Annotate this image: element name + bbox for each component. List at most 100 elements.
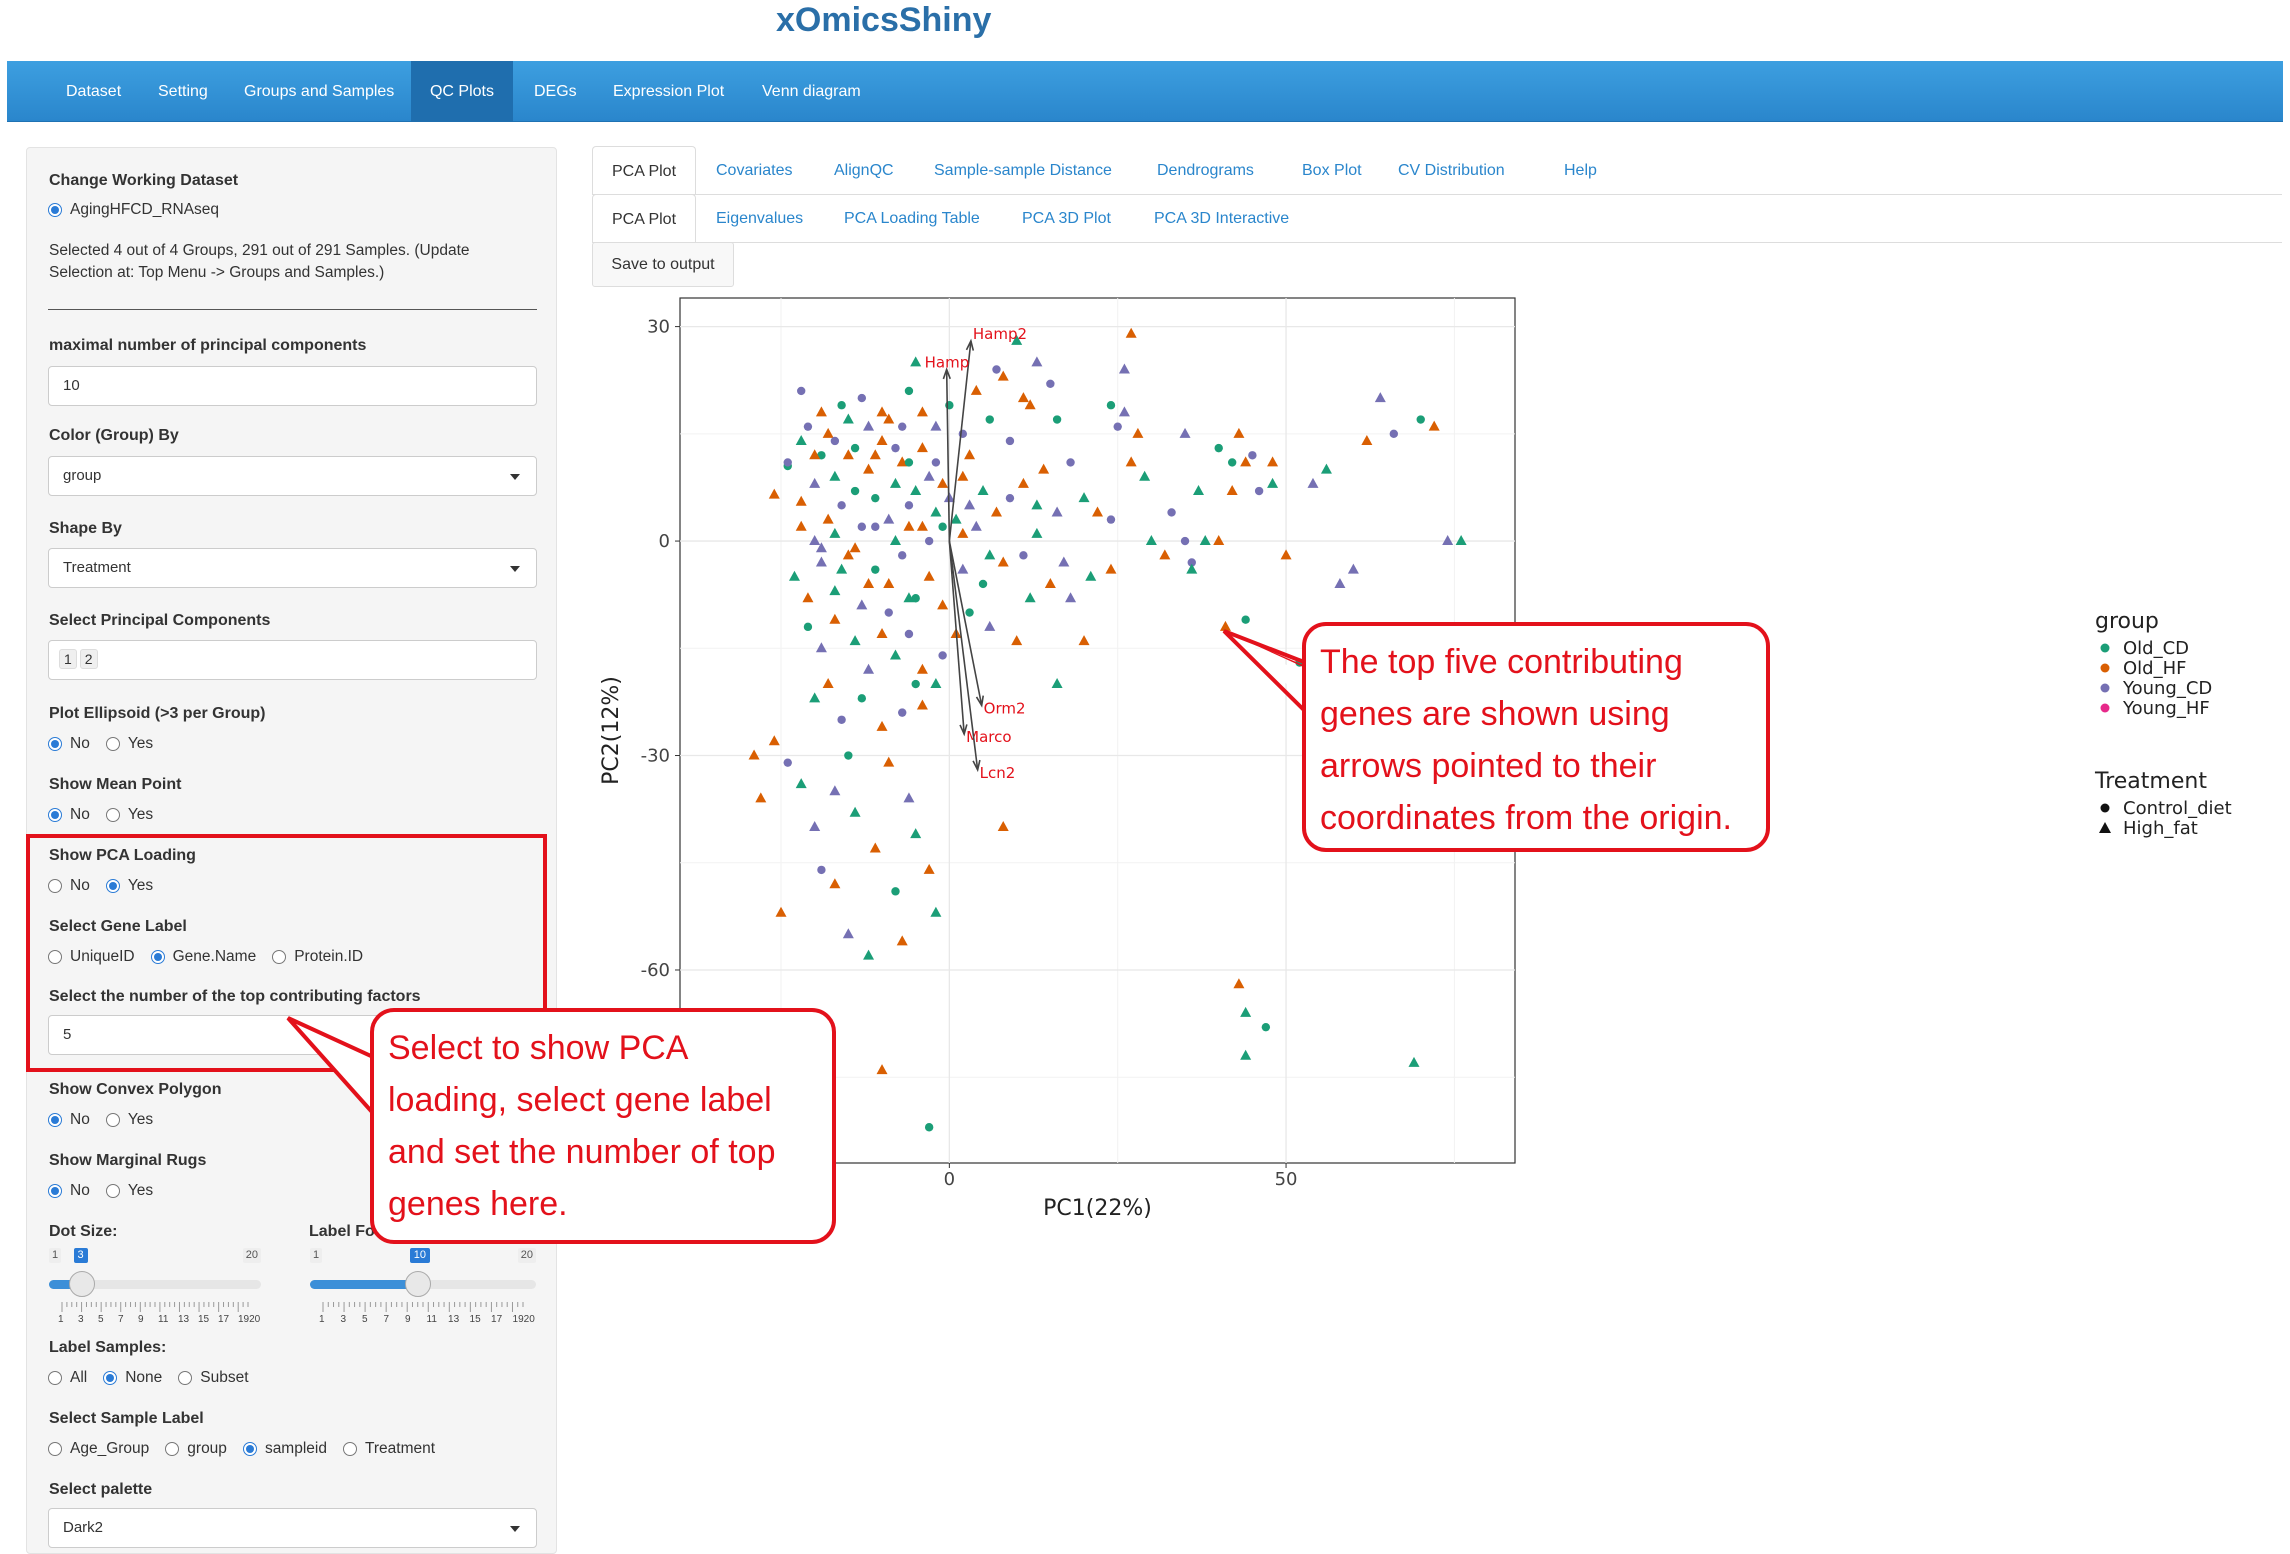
sample-label-group[interactable]: group [165, 1440, 227, 1458]
radio-dot[interactable] [105, 737, 120, 751]
radio-dot[interactable] [165, 1442, 180, 1456]
y-tick-label: -60 [641, 960, 670, 981]
data-point-triangle [1199, 535, 1211, 546]
tab-help[interactable]: Help [1564, 162, 1597, 179]
radio-dot[interactable] [103, 1371, 118, 1385]
pca-loading-label: Show PCA Loading [49, 847, 196, 864]
dot-size-label: Dot Size: [49, 1223, 118, 1240]
max-pc-input[interactable]: 10 [48, 366, 537, 406]
data-point-triangle [1408, 1056, 1420, 1067]
label-samples-none[interactable]: None [103, 1369, 162, 1387]
radio-dot[interactable] [105, 1184, 120, 1198]
callout-line: and set the number of top [388, 1133, 776, 1171]
radio-dot[interactable] [48, 203, 62, 217]
radio-dot[interactable] [242, 1442, 257, 1456]
radio-dot[interactable] [48, 737, 62, 751]
data-point-circle [898, 422, 907, 431]
sample-label-treatment[interactable]: Treatment [342, 1440, 435, 1458]
label-samples-label: Label Samples: [49, 1339, 167, 1356]
legend-group-label: Young_CD [2122, 678, 2212, 699]
nav-setting[interactable]: Setting [158, 83, 208, 100]
label-font-slider[interactable]: 1 20 10 1 3 5 7 9 11 13 15 17 1920 [310, 1248, 536, 1328]
radio-dot[interactable] [105, 879, 120, 893]
nav-expression-plot[interactable]: Expression Plot [613, 83, 725, 100]
option-label: UniqueID [70, 948, 135, 965]
data-point-circle [904, 386, 914, 396]
tab-pca-loading-table[interactable]: PCA Loading Table [844, 210, 980, 227]
ellipsoid-no[interactable]: No [48, 735, 90, 753]
nav-dataset[interactable]: Dataset [66, 83, 122, 100]
radio-dot[interactable] [105, 808, 120, 822]
gene-label-uniqueid[interactable]: UniqueID [48, 948, 135, 966]
pc-chip[interactable]: 1 [59, 649, 77, 669]
convex-polygon-yes[interactable]: Yes [105, 1111, 153, 1129]
sample-label-sampleid[interactable]: sampleid [242, 1440, 327, 1458]
nav-qc-plots[interactable]: QC Plots [411, 61, 513, 122]
marginal-rugs-no[interactable]: No [48, 1182, 90, 1200]
convex-polygon-no[interactable]: No [48, 1111, 90, 1129]
nav-groups-and-samples[interactable]: Groups and Samples [244, 83, 395, 100]
radio-dot[interactable] [48, 879, 62, 893]
tab-pca-plot[interactable]: PCA Plot [592, 146, 696, 195]
radio-dot[interactable] [48, 1113, 62, 1127]
legend-shape-swatch [2099, 822, 2111, 833]
mean-point-no[interactable]: No [48, 806, 90, 824]
pca-loading-yes[interactable]: Yes [105, 877, 153, 895]
radio-dot[interactable] [150, 950, 165, 964]
dot-size-slider[interactable]: 1 20 3 1 3 5 7 9 11 13 15 17 1920 [49, 1248, 261, 1328]
tab-box-plot[interactable]: Box Plot [1302, 162, 1362, 179]
radio-dot[interactable] [48, 1184, 62, 1198]
tab-cv-distribution[interactable]: CV Distribution [1398, 162, 1505, 179]
color-by-select[interactable]: group [48, 456, 537, 496]
gene-label-label: Select Gene Label [49, 918, 187, 935]
tab-pca-3d-plot[interactable]: PCA 3D Plot [1022, 210, 1111, 227]
shape-by-select[interactable]: Treatment [48, 548, 537, 588]
gene-label-protein-id[interactable]: Protein.ID [272, 948, 363, 966]
pc-chip[interactable]: 2 [79, 649, 98, 669]
label-samples-all[interactable]: All [48, 1369, 87, 1387]
slider-track[interactable] [49, 1280, 261, 1289]
data-point-triangle [957, 470, 969, 481]
radio-dot[interactable] [48, 1371, 62, 1385]
data-point-triangle [1031, 356, 1043, 367]
sample-label-age-group[interactable]: Age_Group [48, 1440, 149, 1458]
tab-covariates[interactable]: Covariates [716, 162, 793, 179]
data-point-circle [1167, 508, 1176, 517]
mean-point-yes[interactable]: Yes [105, 806, 153, 824]
nav-venn-diagram[interactable]: Venn diagram [762, 83, 861, 100]
slider-handle[interactable] [404, 1271, 431, 1297]
tab-sample-distance[interactable]: Sample-sample Distance [934, 162, 1112, 179]
data-point-circle [1261, 1022, 1271, 1032]
slider-handle[interactable] [68, 1271, 95, 1297]
tab-eigenvalues[interactable]: Eigenvalues [716, 210, 804, 227]
nav-degs[interactable]: DEGs [534, 83, 577, 100]
radio-dot[interactable] [48, 1442, 62, 1456]
gene-label-gene-name[interactable]: Gene.Name [150, 948, 256, 966]
save-to-output-button[interactable]: Save to output [592, 242, 734, 287]
tab-alignqc[interactable]: AlignQC [834, 162, 894, 179]
data-point-triangle [1213, 535, 1225, 546]
x-tick-label: 0 [944, 1169, 955, 1190]
label-samples-subset[interactable]: Subset [178, 1369, 249, 1387]
ellipsoid-yes[interactable]: Yes [105, 735, 153, 753]
tab-pca-3d-interactive[interactable]: PCA 3D Interactive [1154, 210, 1290, 227]
data-point-circle [1005, 493, 1015, 503]
radio-dot[interactable] [178, 1371, 193, 1385]
data-point-triangle [916, 520, 928, 531]
data-point-circle [924, 1123, 934, 1132]
marginal-rugs-yes[interactable]: Yes [105, 1182, 153, 1200]
pca-loading-no[interactable]: No [48, 877, 90, 895]
tab-pca-plot-sub[interactable]: PCA Plot [592, 194, 696, 243]
radio-dot[interactable] [48, 808, 62, 822]
data-point-circle [985, 415, 994, 424]
palette-select[interactable]: Dark2 [48, 1508, 537, 1548]
ellipsoid-radio-group: No Yes [48, 733, 169, 755]
radio-dot[interactable] [342, 1442, 357, 1456]
radio-dot[interactable] [48, 950, 62, 964]
tab-dendrograms[interactable]: Dendrograms [1157, 162, 1254, 179]
radio-dot[interactable] [105, 1113, 120, 1127]
radio-dot[interactable] [272, 950, 287, 964]
working-dataset-radio[interactable]: AgingHFCD_RNAseq [48, 199, 219, 221]
slider-tick-label: 13 [448, 1314, 460, 1325]
